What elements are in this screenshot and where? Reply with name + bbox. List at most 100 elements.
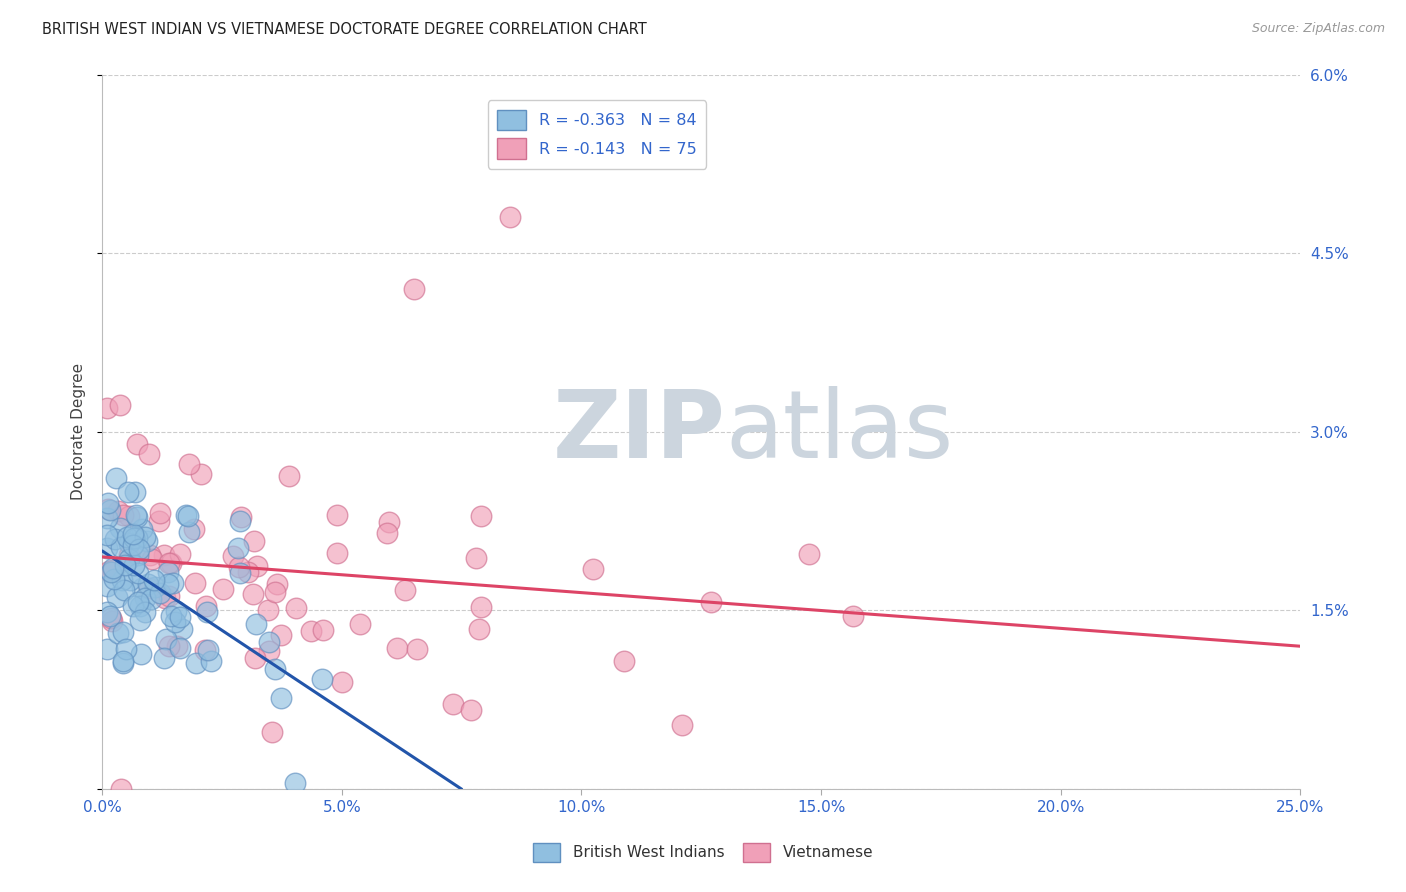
Point — [236, 565, 259, 579]
Point — [169, 640, 191, 655]
Point — [110, 782, 132, 797]
Point — [148, 506, 170, 520]
Point — [194, 643, 217, 657]
Point — [278, 469, 301, 483]
Point — [100, 503, 122, 517]
Point — [155, 632, 177, 647]
Point — [128, 541, 150, 556]
Point — [129, 614, 152, 628]
Point — [671, 717, 693, 731]
Point — [245, 616, 267, 631]
Point — [121, 599, 143, 613]
Point — [139, 591, 162, 606]
Point — [96, 541, 118, 556]
Point — [613, 654, 636, 668]
Point — [136, 577, 159, 591]
Point — [122, 558, 145, 573]
Point — [195, 599, 218, 614]
Point — [153, 651, 176, 665]
Point — [263, 662, 285, 676]
Point — [264, 585, 287, 599]
Text: atlas: atlas — [725, 386, 953, 478]
Point — [470, 508, 492, 523]
Point — [349, 616, 371, 631]
Point — [134, 591, 156, 605]
Point — [257, 634, 280, 648]
Point — [157, 590, 180, 604]
Point — [127, 437, 149, 451]
Point — [581, 562, 603, 576]
Point — [311, 672, 333, 686]
Point — [122, 531, 145, 545]
Point — [135, 534, 157, 549]
Point — [96, 605, 118, 619]
Point — [170, 622, 193, 636]
Point — [243, 533, 266, 548]
Point — [100, 611, 122, 625]
Point — [124, 485, 146, 500]
Point — [117, 484, 139, 499]
Point — [134, 605, 156, 619]
Point — [108, 399, 131, 413]
Point — [460, 703, 482, 717]
Point — [101, 563, 124, 577]
Point — [112, 657, 135, 671]
Point — [176, 508, 198, 522]
Point — [257, 644, 280, 658]
Point — [229, 514, 252, 528]
Point — [111, 508, 134, 522]
Text: Source: ZipAtlas.com: Source: ZipAtlas.com — [1251, 22, 1385, 36]
Point — [105, 590, 128, 604]
Point — [160, 556, 183, 570]
Point — [498, 211, 520, 225]
Point — [141, 551, 163, 566]
Point — [266, 576, 288, 591]
Point — [153, 548, 176, 562]
Point — [222, 549, 245, 563]
Point — [229, 510, 252, 524]
Point — [195, 605, 218, 619]
Point — [118, 573, 141, 587]
Point — [184, 576, 207, 591]
Point — [127, 595, 149, 609]
Point — [96, 527, 118, 541]
Point — [118, 551, 141, 566]
Point — [229, 566, 252, 581]
Point — [115, 642, 138, 657]
Point — [138, 581, 160, 595]
Point — [98, 564, 121, 578]
Text: ZIP: ZIP — [553, 386, 725, 478]
Point — [149, 586, 172, 600]
Point — [96, 511, 118, 525]
Point — [111, 654, 134, 668]
Point — [402, 282, 425, 296]
Point — [246, 559, 269, 574]
Point — [330, 675, 353, 690]
Point — [117, 530, 139, 544]
Point — [125, 531, 148, 545]
Point — [129, 647, 152, 661]
Point — [326, 508, 349, 523]
Point — [177, 508, 200, 523]
Point — [166, 639, 188, 653]
Point — [165, 615, 187, 630]
Point — [96, 401, 118, 415]
Point — [157, 576, 180, 591]
Point — [162, 575, 184, 590]
Point — [156, 565, 179, 579]
Point — [101, 561, 124, 575]
Point — [242, 587, 264, 601]
Point — [110, 540, 132, 554]
Point — [700, 595, 723, 609]
Point — [143, 580, 166, 594]
Point — [105, 471, 128, 485]
Legend: British West Indians, Vietnamese: British West Indians, Vietnamese — [527, 837, 879, 868]
Point — [100, 565, 122, 579]
Point — [385, 641, 408, 656]
Point — [97, 496, 120, 510]
Point — [107, 625, 129, 640]
Point — [128, 599, 150, 614]
Point — [138, 548, 160, 562]
Point — [169, 547, 191, 561]
Point — [260, 725, 283, 739]
